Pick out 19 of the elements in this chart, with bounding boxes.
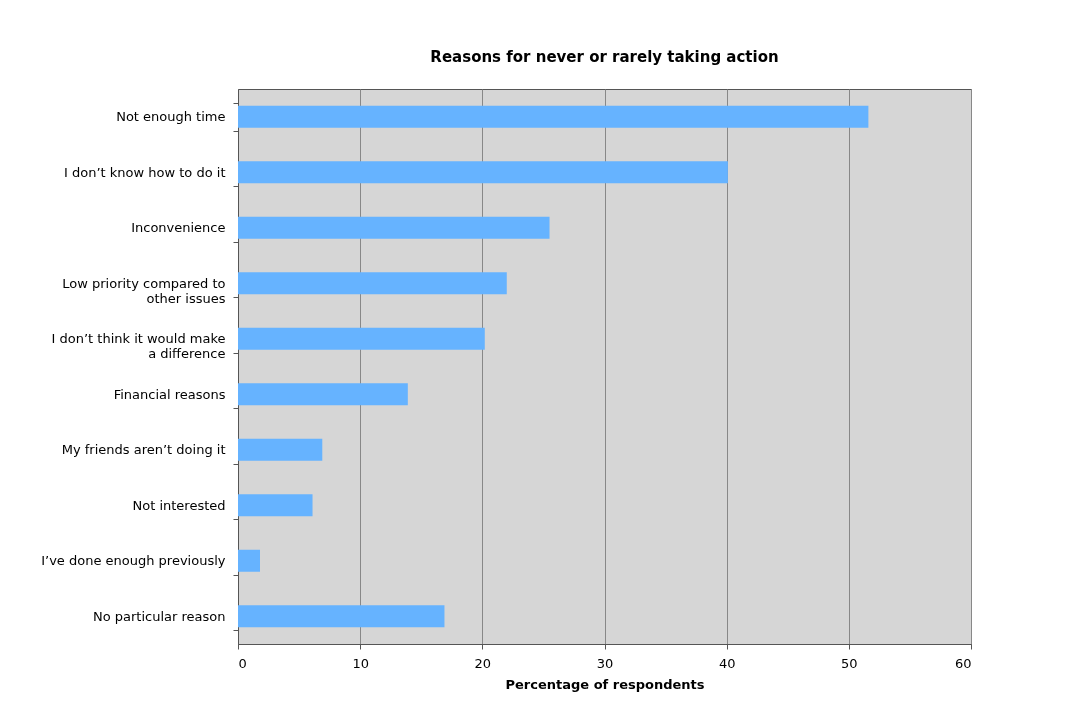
- x-tick-label: 50: [841, 655, 858, 671]
- y-tick-label: Not interested: [132, 497, 226, 513]
- y-tick-label: No particular reason: [92, 608, 226, 624]
- x-tick-label: 40: [718, 655, 736, 671]
- x-tick-label: 10: [352, 655, 369, 671]
- y-tick-label: Financial reasons: [113, 386, 226, 402]
- chart-title: Reasons for never or rarely taking action: [430, 48, 779, 66]
- y-tick-label: I don’t think it would make a difference: [51, 331, 226, 362]
- y-tick-label: Inconvenience: [131, 220, 226, 236]
- y-tick-label: Low priority compared to other issues: [62, 275, 226, 306]
- x-axis-title: Percentage of respondents: [505, 676, 705, 692]
- y-tick-label: I don’t know how to do it: [64, 164, 226, 180]
- x-tick-label: 60: [954, 655, 972, 671]
- x-tick-label: 20: [474, 655, 492, 671]
- x-tick-label: 30: [596, 655, 614, 671]
- y-tick-label: Not enough time: [116, 109, 226, 125]
- y-tick-label: My friends aren’t doing it: [61, 442, 226, 458]
- y-tick-label: I’ve done enough previously: [41, 553, 226, 569]
- x-tick-label: 0: [238, 655, 247, 671]
